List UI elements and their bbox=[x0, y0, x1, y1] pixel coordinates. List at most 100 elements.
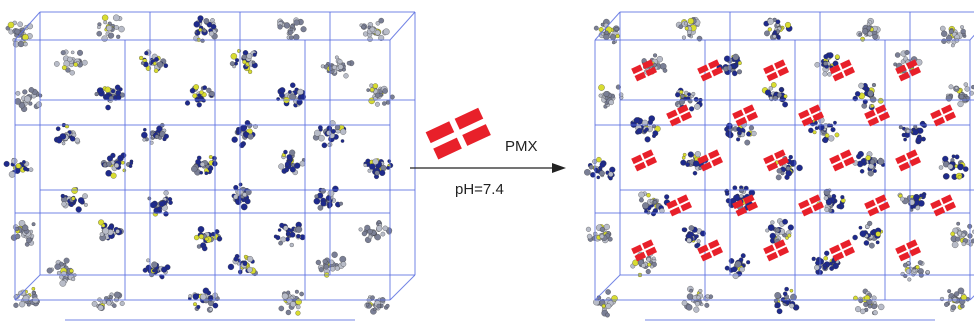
atom bbox=[941, 39, 946, 44]
atom bbox=[113, 15, 119, 21]
atom bbox=[377, 304, 381, 308]
arrow-head bbox=[552, 163, 566, 173]
atom bbox=[244, 255, 247, 258]
atom bbox=[368, 229, 373, 234]
atom bbox=[278, 164, 284, 170]
atom bbox=[694, 97, 699, 102]
atom bbox=[860, 37, 865, 42]
pmx-part bbox=[767, 252, 779, 262]
reaction-arrow-group: PMX pH=7.4 bbox=[410, 108, 566, 198]
pmx-part bbox=[631, 65, 643, 75]
pmx-part bbox=[670, 207, 682, 217]
atom bbox=[776, 228, 780, 232]
pmx-part bbox=[840, 59, 852, 69]
atom bbox=[289, 36, 293, 40]
atom bbox=[688, 18, 694, 24]
atom bbox=[364, 164, 367, 167]
atom bbox=[203, 29, 206, 32]
pmx-part bbox=[708, 239, 720, 249]
atom bbox=[858, 83, 863, 88]
atom bbox=[872, 83, 876, 87]
atom bbox=[689, 289, 693, 293]
atom bbox=[825, 133, 829, 137]
atom bbox=[913, 194, 919, 200]
atom bbox=[867, 23, 870, 26]
atom bbox=[200, 294, 206, 300]
pmx-part bbox=[802, 207, 814, 217]
atom bbox=[599, 171, 604, 176]
atom bbox=[926, 270, 930, 274]
atom bbox=[944, 173, 950, 179]
atom bbox=[685, 27, 689, 31]
atom bbox=[47, 268, 53, 274]
pmx-part bbox=[878, 112, 890, 122]
atom bbox=[157, 62, 163, 68]
atom bbox=[107, 301, 112, 306]
atom bbox=[319, 267, 324, 272]
atom bbox=[92, 301, 97, 306]
atom bbox=[199, 97, 204, 102]
atom bbox=[916, 265, 920, 269]
atom bbox=[115, 85, 120, 90]
atom bbox=[878, 304, 884, 310]
atom bbox=[584, 169, 590, 175]
atom bbox=[746, 260, 750, 264]
atom bbox=[957, 164, 963, 170]
atom bbox=[606, 289, 611, 294]
atom bbox=[949, 29, 953, 33]
atom bbox=[335, 125, 340, 130]
atom bbox=[682, 36, 686, 40]
atom bbox=[338, 59, 343, 64]
atom bbox=[808, 128, 813, 133]
atom bbox=[859, 299, 863, 303]
cell-edge bbox=[970, 275, 974, 300]
atom bbox=[645, 128, 649, 132]
atom bbox=[335, 56, 339, 60]
atom bbox=[296, 226, 302, 232]
atom bbox=[146, 265, 152, 271]
pmx-part bbox=[843, 157, 855, 167]
atom bbox=[596, 157, 601, 162]
atom bbox=[586, 227, 591, 232]
pmx-part bbox=[944, 202, 956, 212]
atom bbox=[918, 200, 924, 206]
atom bbox=[205, 172, 208, 175]
atom bbox=[200, 90, 204, 94]
atom bbox=[148, 197, 151, 200]
atom bbox=[375, 102, 380, 107]
atom bbox=[116, 95, 121, 100]
atom bbox=[164, 211, 169, 216]
pmx-guest bbox=[930, 104, 956, 126]
atom bbox=[158, 206, 162, 210]
pmx-part bbox=[798, 110, 810, 120]
atom bbox=[114, 25, 118, 29]
atom bbox=[236, 131, 240, 135]
pmx-part bbox=[843, 67, 855, 77]
atom bbox=[253, 53, 257, 57]
pmx-part bbox=[909, 157, 921, 167]
atom bbox=[330, 266, 335, 271]
atom bbox=[54, 61, 59, 66]
atom bbox=[15, 29, 20, 34]
atom bbox=[77, 50, 83, 56]
atom bbox=[740, 267, 745, 272]
pmx-part bbox=[899, 252, 911, 262]
atom bbox=[660, 208, 665, 213]
atom bbox=[248, 70, 252, 74]
pmx-part bbox=[899, 162, 911, 172]
atom bbox=[56, 138, 62, 144]
atom bbox=[368, 235, 372, 239]
atom bbox=[322, 143, 327, 148]
atom bbox=[373, 83, 378, 88]
atom bbox=[699, 289, 703, 293]
atom bbox=[18, 41, 24, 47]
pmx-part bbox=[708, 149, 720, 159]
pmx-guest bbox=[895, 149, 921, 171]
atom bbox=[152, 269, 155, 272]
atom bbox=[141, 132, 147, 138]
atom bbox=[16, 163, 21, 168]
atom bbox=[906, 129, 910, 133]
atom bbox=[279, 306, 284, 311]
atom bbox=[738, 61, 742, 65]
atom bbox=[746, 132, 751, 137]
